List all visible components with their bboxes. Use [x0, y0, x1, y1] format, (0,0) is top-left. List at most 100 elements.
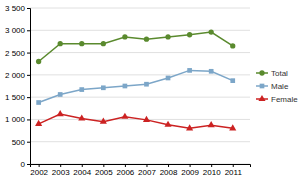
point — [101, 85, 106, 90]
series-line — [39, 70, 233, 102]
point — [186, 124, 193, 130]
x-tick-label: 2005 — [95, 168, 113, 177]
x-tick-mark — [125, 164, 126, 167]
y-tick: 1 000 — [5, 115, 30, 124]
grid-line — [30, 52, 250, 53]
point — [230, 43, 235, 48]
x-tick-mark — [39, 164, 40, 167]
x-tick-mark — [60, 164, 61, 167]
x-axis: 2002200320042005200620072008200920102011 — [30, 164, 250, 177]
x-tick-label: 2002 — [30, 168, 48, 177]
point — [35, 120, 42, 126]
point — [144, 37, 149, 42]
y-tick-label: 1 000 — [5, 115, 26, 124]
point — [143, 116, 150, 122]
y-tick: 2 500 — [5, 49, 30, 58]
x-tick-mark — [211, 164, 212, 167]
x-tick: 2010 — [203, 164, 221, 177]
grid-line — [30, 97, 250, 98]
point — [187, 68, 192, 73]
series-line — [39, 114, 233, 128]
legend-label: Male — [271, 82, 289, 91]
y-tick: 2 000 — [5, 71, 30, 80]
y-tick: 3 500 — [5, 4, 30, 13]
point — [208, 121, 215, 127]
x-tick: 2011 — [225, 164, 243, 177]
point — [58, 92, 63, 97]
legend-item: Total — [256, 69, 288, 78]
point — [165, 34, 170, 39]
point — [166, 76, 171, 81]
point — [230, 78, 235, 83]
point — [101, 41, 106, 46]
grid — [30, 8, 250, 164]
x-tick-mark — [233, 164, 234, 167]
point — [209, 29, 214, 34]
legend-marker — [260, 84, 265, 89]
grid-line — [30, 141, 250, 142]
point — [36, 59, 41, 64]
y-axis-line — [27, 9, 31, 165]
y-tick-mark — [27, 53, 30, 54]
x-tick-label: 2007 — [138, 168, 156, 177]
x-tick: 2009 — [181, 164, 199, 177]
x-tick-label: 2009 — [181, 168, 199, 177]
point — [57, 110, 64, 116]
marks — [35, 29, 236, 130]
y-tick: 0 — [21, 160, 30, 169]
legend-label: Female — [271, 95, 298, 104]
legend: Total Male Female — [256, 69, 298, 104]
y-tick-label: 3 500 — [5, 4, 26, 13]
point — [36, 100, 41, 105]
x-tick-mark — [146, 164, 147, 167]
x-tick-mark — [103, 164, 104, 167]
grid-line — [30, 8, 250, 9]
x-tick-label: 2011 — [225, 168, 243, 177]
series-line — [39, 32, 233, 61]
point — [123, 84, 128, 89]
grid-line — [30, 30, 250, 31]
x-tick-label: 2006 — [117, 168, 135, 177]
y-tick-mark — [27, 8, 30, 9]
series-points — [36, 68, 235, 105]
y-tick: 1 500 — [5, 93, 30, 102]
x-tick-label: 2004 — [73, 168, 91, 177]
y-tick-label: 3 000 — [5, 26, 26, 35]
y-tick-label: 0 — [21, 160, 26, 169]
y-tick-mark — [27, 30, 30, 31]
y-tick-mark — [27, 97, 30, 98]
legend-marker — [258, 95, 265, 101]
y-tick: 3 000 — [5, 26, 30, 35]
x-tick: 2005 — [95, 164, 113, 177]
point — [122, 34, 127, 39]
x-tick: 2008 — [160, 164, 178, 177]
x-tick: 2004 — [73, 164, 91, 177]
y-axis: 0 500 1 000 1 500 2 000 2 500 3 000 3 500 — [5, 4, 31, 169]
y-tick-label: 1 500 — [5, 93, 26, 102]
legend-marker — [259, 70, 264, 75]
point — [187, 32, 192, 37]
x-tick-mark — [82, 164, 83, 167]
x-tick: 2006 — [117, 164, 135, 177]
x-axis-line — [31, 165, 251, 168]
x-tick-mark — [190, 164, 191, 167]
plot: 2002200320042005200620072008200920102011… — [5, 4, 251, 177]
y-tick-mark — [27, 119, 30, 120]
point — [164, 121, 171, 127]
series-points — [35, 110, 236, 130]
x-tick-label: 2003 — [52, 168, 70, 177]
legend-item: Female — [256, 95, 298, 104]
point — [79, 87, 84, 92]
y-tick: 500 — [12, 138, 30, 147]
y-tick-label: 2 500 — [5, 49, 26, 58]
series-points — [36, 29, 235, 64]
y-tick-label: 2 000 — [5, 71, 26, 80]
point — [79, 41, 84, 46]
point — [100, 118, 107, 124]
point — [58, 41, 63, 46]
point — [209, 69, 214, 74]
legend-item: Male — [256, 82, 289, 91]
x-tick: 2003 — [52, 164, 70, 177]
y-tick-mark — [27, 142, 30, 143]
point — [121, 113, 128, 119]
